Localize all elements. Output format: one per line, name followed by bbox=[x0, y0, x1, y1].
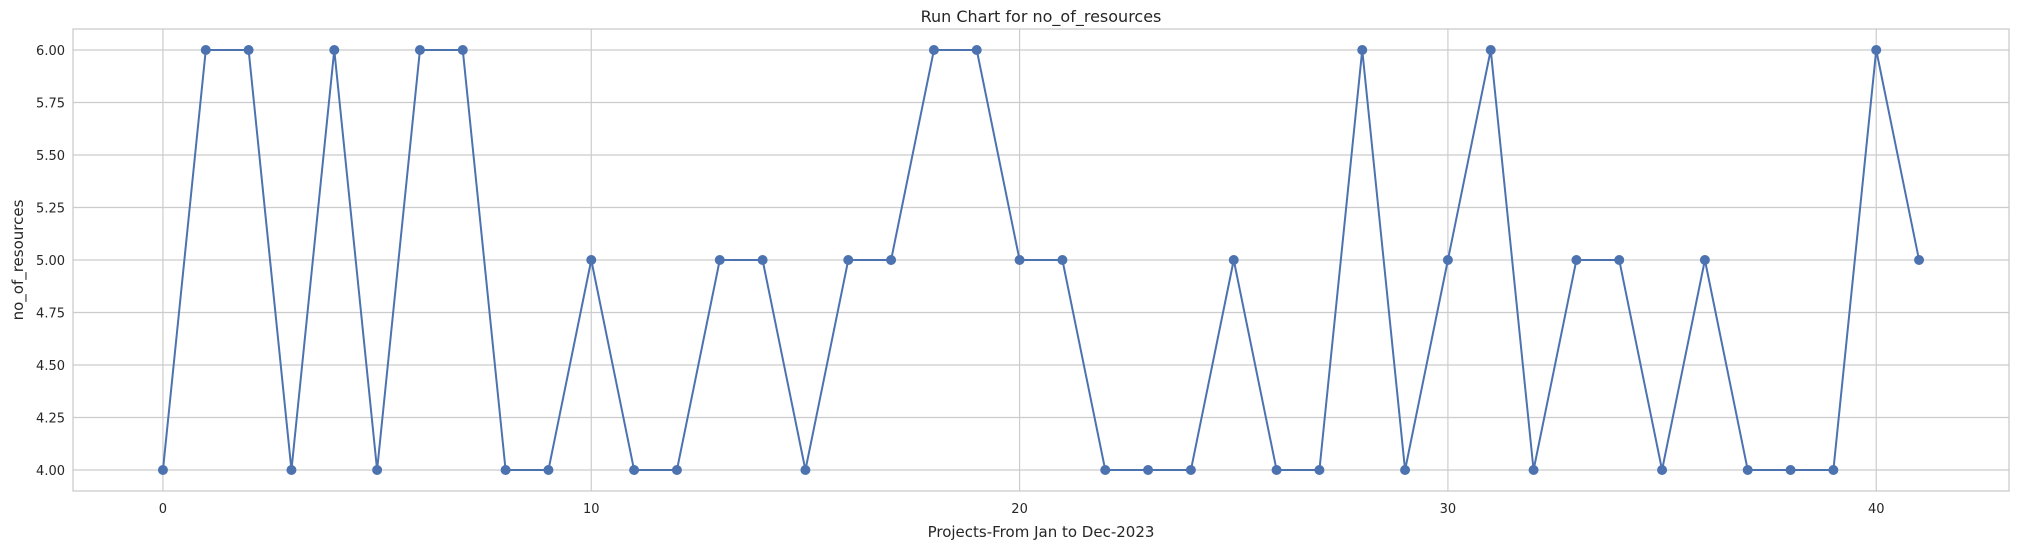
data-point bbox=[928, 45, 939, 55]
data-point bbox=[1528, 465, 1539, 475]
data-point bbox=[1657, 465, 1668, 475]
data-point bbox=[414, 45, 425, 55]
data-point bbox=[671, 465, 682, 475]
data-point bbox=[286, 465, 297, 475]
y-tick-label: 6.00 bbox=[36, 44, 65, 59]
data-point bbox=[1228, 255, 1239, 265]
data-point bbox=[1871, 45, 1882, 55]
y-tick-label: 4.00 bbox=[36, 464, 65, 479]
data-point bbox=[1057, 255, 1068, 265]
data-point bbox=[200, 45, 211, 55]
data-point bbox=[1914, 255, 1925, 265]
x-tick-label: 0 bbox=[159, 502, 167, 517]
data-point bbox=[1442, 255, 1453, 265]
data-point bbox=[586, 255, 597, 265]
x-tick-label: 20 bbox=[1011, 502, 1028, 517]
data-point bbox=[1699, 255, 1710, 265]
data-point bbox=[843, 255, 854, 265]
data-point bbox=[1314, 465, 1325, 475]
data-point bbox=[1485, 45, 1496, 55]
x-tick-label: 30 bbox=[1440, 502, 1457, 517]
x-tick-label: 40 bbox=[1868, 502, 1885, 517]
y-tick-label: 5.75 bbox=[36, 97, 65, 112]
data-point bbox=[1571, 255, 1582, 265]
y-tick-label: 5.00 bbox=[36, 254, 65, 269]
data-point bbox=[1785, 465, 1796, 475]
data-point bbox=[971, 45, 982, 55]
y-tick-label: 4.75 bbox=[36, 307, 65, 322]
data-point bbox=[1614, 255, 1625, 265]
data-point bbox=[329, 45, 340, 55]
y-axis-label: no_of_resources bbox=[9, 199, 28, 320]
data-point bbox=[1143, 465, 1154, 475]
plot-area-frame bbox=[72, 28, 2010, 492]
data-point bbox=[1742, 465, 1753, 475]
y-tick-label: 5.50 bbox=[36, 149, 65, 164]
data-point bbox=[1828, 465, 1839, 475]
data-point bbox=[629, 465, 640, 475]
data-point bbox=[714, 255, 725, 265]
y-tick-label: 5.25 bbox=[36, 202, 65, 217]
x-tick-label: 10 bbox=[583, 502, 600, 517]
data-point bbox=[757, 255, 768, 265]
data-point bbox=[457, 45, 468, 55]
data-point bbox=[372, 465, 383, 475]
series-line bbox=[161, 49, 1921, 471]
data-point bbox=[1357, 45, 1368, 55]
x-axis-label: Projects-From Jan to Dec-2023 bbox=[928, 523, 1155, 541]
tick-labels: 4.00 4.25 4.50 4.75 5.00 5.25 5.50 5.75 6.00 0 10 2… bbox=[36, 44, 1884, 517]
chart-title: Run Chart for no_of_resources bbox=[921, 7, 1162, 27]
data-point bbox=[1271, 465, 1282, 475]
data-point bbox=[886, 255, 897, 265]
series-layer bbox=[157, 45, 1925, 475]
data-point bbox=[543, 465, 554, 475]
data-point bbox=[800, 465, 811, 475]
data-point bbox=[1100, 465, 1111, 475]
data-point bbox=[157, 465, 168, 475]
y-tick-label: 4.25 bbox=[36, 412, 65, 427]
data-point bbox=[243, 45, 254, 55]
data-point bbox=[1185, 465, 1196, 475]
data-point bbox=[1400, 465, 1411, 475]
data-point bbox=[1014, 255, 1025, 265]
y-tick-label: 4.50 bbox=[36, 359, 65, 374]
data-point bbox=[500, 465, 511, 475]
